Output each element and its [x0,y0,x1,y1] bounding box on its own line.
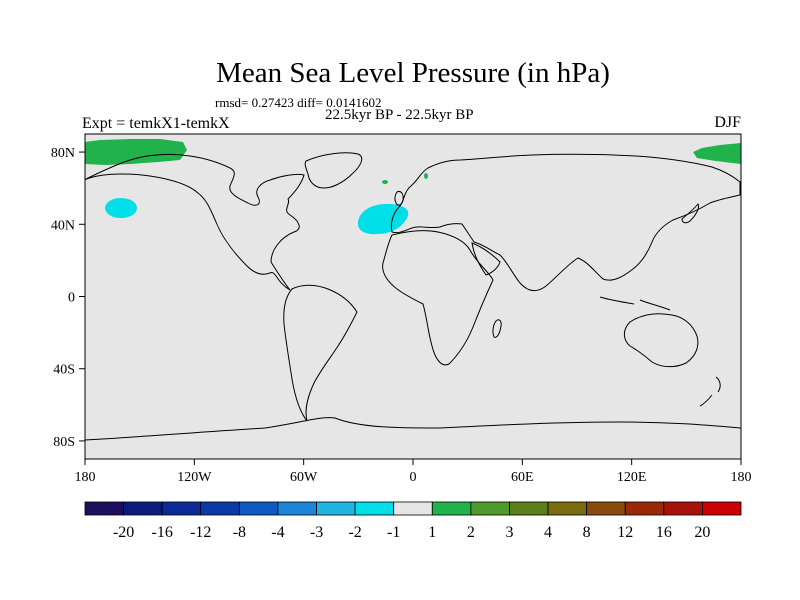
colorbar-label: -3 [310,524,323,541]
coast-africa [382,230,494,366]
colorbar-box-8 [393,501,433,516]
x-tick-label: 120E [617,470,647,485]
anomaly-arctic-pacific-east [693,143,741,164]
colorbar-label: 4 [544,524,552,541]
colorbar-labels: -20 -16 -12 -8 -4 -3 -2 -1 1 2 3 4 8 12 16 20 [113,524,710,541]
colorbar-label: -2 [348,524,361,541]
coast-indonesia [599,296,671,311]
colorbar-label: -20 [113,524,134,541]
coast-north-america [85,153,305,291]
coast-eurasia [390,153,741,291]
y-tick-label: 80S [53,435,75,450]
x-tick-label: 180 [75,470,96,485]
y-axis: 80N 40N 0 40S 80S [51,146,85,450]
colorbar-box-13 [586,501,626,516]
coast-greenland [304,152,363,189]
colorbar-label: -4 [271,524,284,541]
y-tick-label: 40N [51,218,75,233]
coast-japan [681,203,699,224]
anomaly-layer [85,139,741,235]
coast-australia [623,313,699,368]
map-background [85,134,741,459]
left-label: Expt = temkX1-temkX [82,115,230,132]
colorbar-box-1 [123,501,163,516]
stats-line: rmsd= 0.27423 diff= 0.0141602 [215,95,381,110]
colorbar-box-12 [547,501,588,516]
colorbar-label: -1 [387,524,400,541]
colorbar-label: 16 [656,524,672,541]
coast-new-zealand [699,376,721,407]
x-axis: 180 120W 60W 0 60E 120E 180 [75,459,752,485]
colorbar-label: 12 [617,524,633,541]
colorbar-box-10 [470,501,510,516]
x-tick-label: 60E [511,470,534,485]
colorbar-label: -12 [190,524,211,541]
coast-south-america [283,284,358,422]
colorbar-label: 3 [505,524,513,541]
coastlines [85,152,741,441]
colorbar-box-5 [277,501,317,516]
y-tick-label: 80N [51,146,75,161]
colorbar-box-9 [431,501,472,516]
chart-title: Mean Sea Level Pressure (in hPa) [216,57,610,89]
anomaly-north-pacific [105,198,137,218]
colorbar-box-6 [316,501,356,516]
anomaly-barents-spot [382,180,388,184]
x-tick-label: 60W [290,470,318,485]
colorbar-box-16 [702,501,742,516]
anomaly-scandinavia-spot [424,173,428,179]
colorbar-label: -16 [152,524,173,541]
coast-antarctica [85,417,741,441]
colorbar-box-3 [200,501,240,516]
x-tick-label: 180 [731,470,752,485]
colorbar-label: 8 [583,524,591,541]
coast-arabia [471,242,501,276]
x-tick-label: 120W [177,470,212,485]
colorbar-box-7 [354,501,395,516]
anomaly-arctic-pacific-west [85,139,187,165]
colorbar-label: 20 [694,524,710,541]
colorbar-box-14 [624,501,665,516]
colorbar-label: 1 [428,524,436,541]
coast-uk [394,191,404,206]
y-tick-label: 0 [68,291,75,306]
chart-subtitle: 22.5kyr BP - 22.5kyr BP [325,107,474,123]
right-label: DJF [714,114,741,131]
colorbar-box-11 [509,501,549,516]
x-tick-label: 0 [410,470,417,485]
y-tick-label: 40S [53,363,75,378]
colorbar-label: 2 [467,524,475,541]
colorbar [84,501,742,516]
colorbar-box-0 [84,501,124,516]
colorbar-label: -8 [233,524,246,541]
coast-madagascar [492,319,502,338]
colorbar-box-15 [663,501,703,516]
colorbar-box-4 [238,501,279,516]
colorbar-box-2 [161,501,202,516]
